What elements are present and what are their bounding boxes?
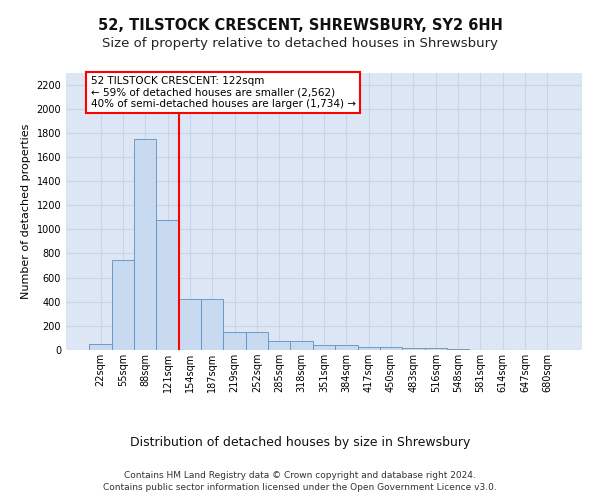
Bar [290,341,313,350]
Bar [134,139,157,350]
Text: Contains public sector information licensed under the Open Government Licence v3: Contains public sector information licen… [103,484,497,492]
Bar [402,348,425,350]
Text: Distribution of detached houses by size in Shrewsbury: Distribution of detached houses by size … [130,436,470,449]
Bar [179,300,201,350]
Text: Contains HM Land Registry data © Crown copyright and database right 2024.: Contains HM Land Registry data © Crown c… [124,471,476,480]
Bar [246,332,268,350]
Bar [112,260,134,350]
Bar [157,220,179,350]
Bar [223,332,246,350]
Bar [425,348,447,350]
Y-axis label: Number of detached properties: Number of detached properties [21,124,31,299]
Text: Size of property relative to detached houses in Shrewsbury: Size of property relative to detached ho… [102,38,498,51]
Bar [380,347,402,350]
Bar [447,349,469,350]
Bar [201,300,223,350]
Bar [89,344,112,350]
Bar [313,345,335,350]
Text: 52, TILSTOCK CRESCENT, SHREWSBURY, SY2 6HH: 52, TILSTOCK CRESCENT, SHREWSBURY, SY2 6… [98,18,502,32]
Bar [268,341,290,350]
Bar [358,347,380,350]
Text: 52 TILSTOCK CRESCENT: 122sqm
← 59% of detached houses are smaller (2,562)
40% of: 52 TILSTOCK CRESCENT: 122sqm ← 59% of de… [91,76,356,110]
Bar [335,345,358,350]
